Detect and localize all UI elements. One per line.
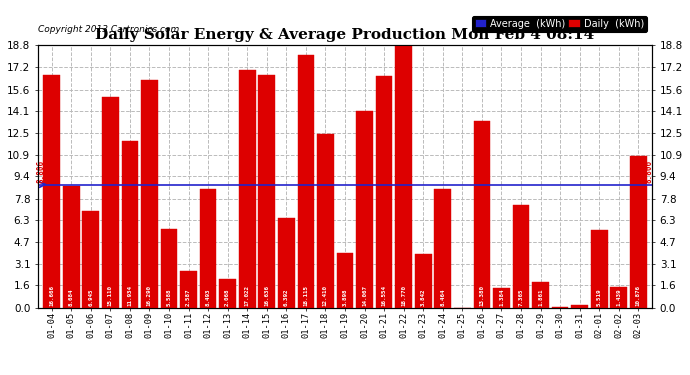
Text: 18.115: 18.115 [304,285,308,306]
Text: 1.861: 1.861 [538,289,543,306]
Bar [180,272,197,308]
Bar [239,70,255,308]
Legend: Average  (kWh), Daily  (kWh): Average (kWh), Daily (kWh) [472,16,647,32]
Text: 7.365: 7.365 [518,289,524,306]
Text: 3.842: 3.842 [421,289,426,306]
Bar [552,307,569,308]
Bar [141,80,158,308]
Text: 8.464: 8.464 [440,289,445,306]
Bar [591,231,608,308]
Bar [317,134,334,308]
Text: 17.022: 17.022 [245,285,250,306]
Text: 8.493: 8.493 [206,289,210,306]
Bar [102,96,119,308]
Bar [630,156,647,308]
Bar [513,205,529,308]
Text: 10.876: 10.876 [636,285,641,306]
Text: 5.588: 5.588 [166,289,172,306]
Bar [356,111,373,308]
Bar [259,75,275,308]
Bar [161,230,177,308]
Bar [435,189,451,308]
Text: 16.666: 16.666 [49,285,54,306]
Text: 2.587: 2.587 [186,289,191,306]
Text: Copyright 2013 Cartronics.com: Copyright 2013 Cartronics.com [38,26,179,34]
Bar [415,254,431,308]
Text: 1.439: 1.439 [616,289,621,306]
Bar [395,45,412,308]
Text: 15.110: 15.110 [108,285,112,306]
Bar [121,141,138,308]
Text: 8.806: 8.806 [37,160,46,183]
Text: 2.068: 2.068 [225,289,230,306]
Text: 8.806: 8.806 [644,160,653,183]
Bar [63,186,79,308]
Text: 16.636: 16.636 [264,285,269,306]
Bar [473,121,490,308]
Title: Daily Solar Energy & Average Production Mon Feb 4 08:14: Daily Solar Energy & Average Production … [95,28,595,42]
Bar [43,75,60,308]
Text: 1.384: 1.384 [499,289,504,306]
Bar [376,76,393,308]
Text: 13.380: 13.380 [480,285,484,306]
Text: 16.290: 16.290 [147,285,152,306]
Text: 18.770: 18.770 [401,285,406,306]
Bar [297,55,314,308]
Bar [493,288,510,308]
Text: 3.898: 3.898 [342,289,348,306]
Text: 5.519: 5.519 [597,289,602,306]
Text: 11.934: 11.934 [128,285,132,306]
Bar [82,210,99,308]
Text: 6.392: 6.392 [284,289,289,306]
Bar [571,305,588,308]
Text: 14.067: 14.067 [362,285,367,306]
Bar [611,287,627,308]
Text: 12.410: 12.410 [323,285,328,306]
Text: 6.945: 6.945 [88,289,93,306]
Text: 16.554: 16.554 [382,285,386,306]
Bar [532,282,549,308]
Bar [200,189,217,308]
Text: 8.684: 8.684 [69,289,74,306]
Bar [219,279,236,308]
Bar [278,218,295,308]
Bar [337,253,353,308]
